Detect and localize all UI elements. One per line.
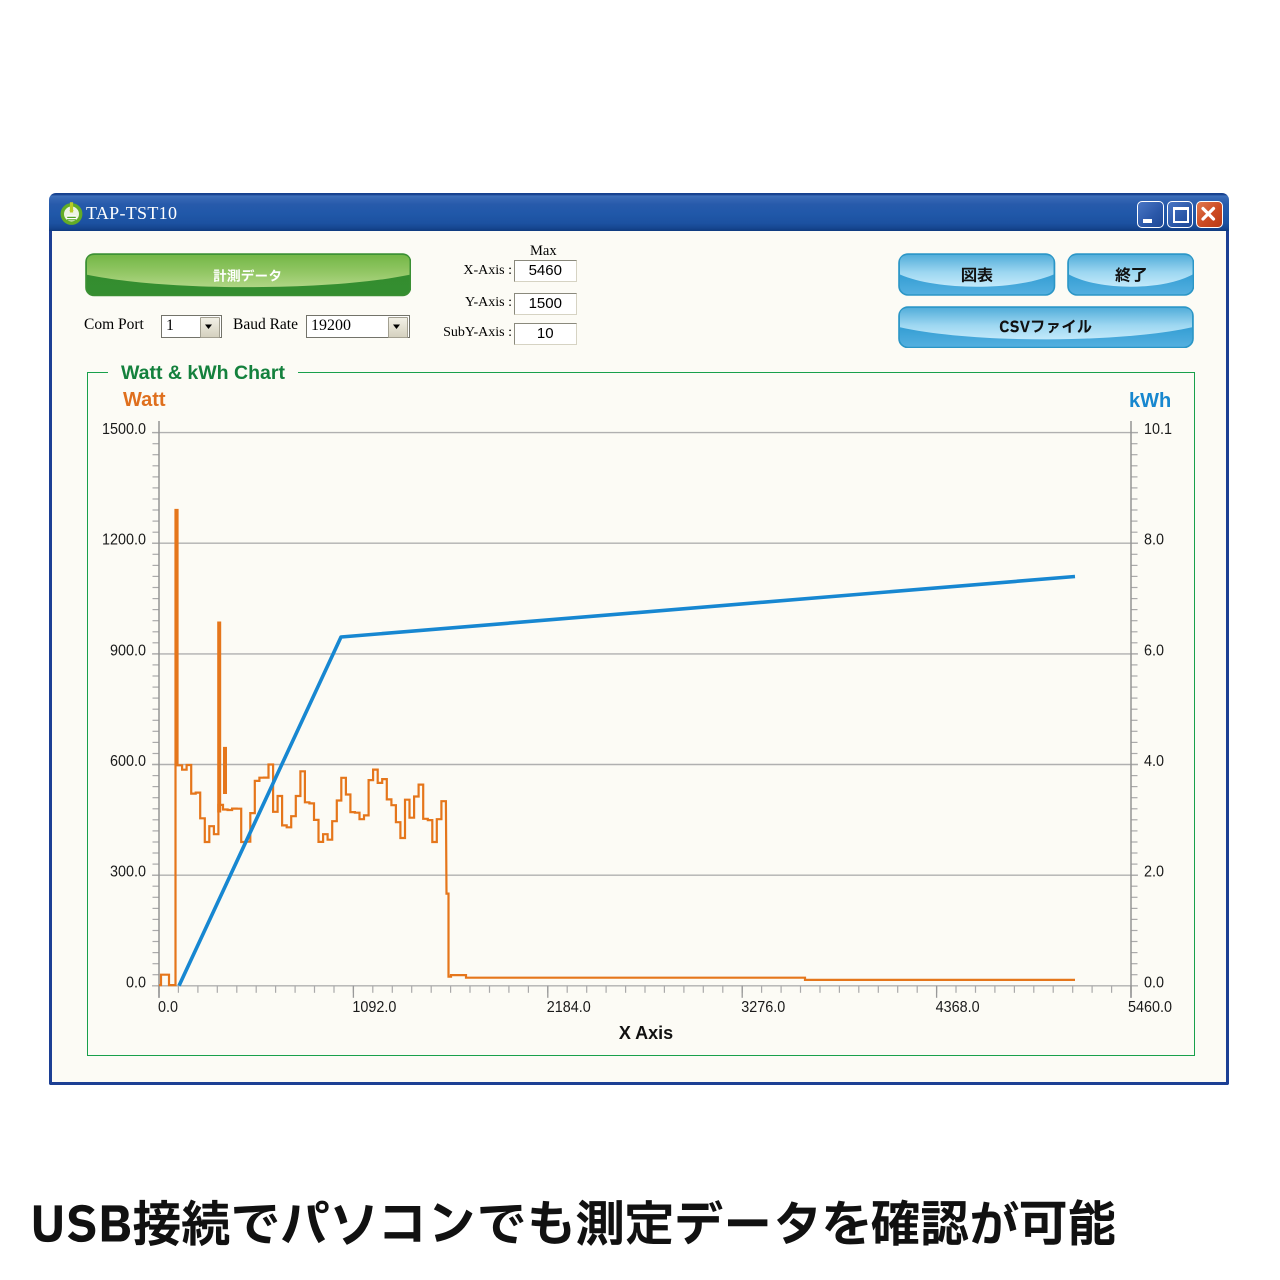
svg-text:6.0: 6.0 [1144,642,1164,659]
svg-text:0.0: 0.0 [126,974,146,991]
svg-text:3276.0: 3276.0 [741,999,785,1016]
svg-text:0.0: 0.0 [158,999,178,1016]
svg-text:1500.0: 1500.0 [102,421,146,438]
svg-text:4368.0: 4368.0 [936,999,980,1016]
svg-text:600.0: 600.0 [110,753,146,770]
svg-text:8.0: 8.0 [1144,532,1164,549]
svg-text:1200.0: 1200.0 [102,532,146,549]
svg-text:4.0: 4.0 [1144,753,1164,770]
svg-text:1092.0: 1092.0 [352,999,396,1016]
svg-text:0.0: 0.0 [1144,974,1164,991]
svg-text:2.0: 2.0 [1144,864,1164,881]
svg-text:5460.0: 5460.0 [1128,999,1172,1016]
svg-text:2184.0: 2184.0 [547,999,591,1016]
svg-text:300.0: 300.0 [110,864,146,881]
svg-text:10.1: 10.1 [1144,421,1172,438]
svg-text:900.0: 900.0 [110,642,146,659]
